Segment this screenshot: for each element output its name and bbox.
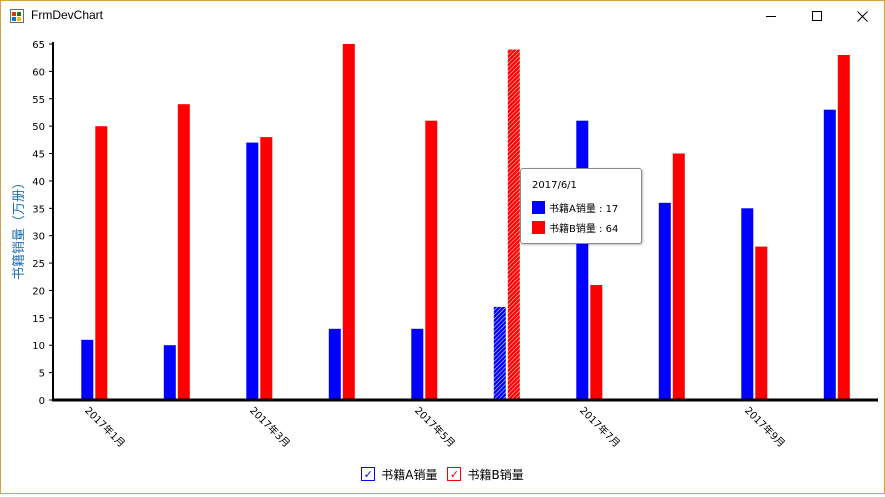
bar-series-a[interactable]: [576, 120, 589, 400]
bar-chart: 书籍销量（万册） 0 5 10 15 20 25 30 35 40 45 50 55 60 65 2017…: [11, 40, 878, 450]
app-icon: [10, 9, 24, 23]
check-icon: ✓: [363, 467, 373, 481]
bar-series-b[interactable]: [507, 49, 520, 401]
y-tick-label: 65: [32, 40, 45, 51]
bar-series-b[interactable]: [755, 246, 768, 400]
tooltip-swatch-b: [532, 221, 545, 234]
y-tick-label: 20: [32, 286, 45, 297]
y-tick-label: 50: [32, 122, 45, 133]
bar-series-a[interactable]: [741, 208, 754, 400]
x-tick-label: 2017年1月: [82, 404, 128, 450]
bar-series-a[interactable]: [411, 328, 424, 400]
bar-series-b[interactable]: [342, 44, 355, 400]
y-tick-label: 0: [39, 396, 45, 407]
legend-label-a: 书籍A销量: [381, 467, 438, 482]
maximize-icon: [811, 10, 822, 21]
legend-item-b[interactable]: ✓ 书籍B销量: [447, 464, 524, 484]
y-tick-label: 15: [32, 314, 45, 325]
bar-series-a[interactable]: [81, 339, 94, 400]
bar-series-a[interactable]: [328, 328, 341, 400]
x-tick-label: 2017年9月: [742, 404, 788, 450]
y-tick-label: 35: [32, 204, 45, 215]
x-tick-label: 2017年5月: [412, 404, 458, 450]
close-icon: [856, 10, 868, 22]
bar-series-a[interactable]: [246, 142, 259, 400]
y-tick-label: 45: [32, 150, 45, 161]
tooltip-row-b: 书籍B销量 : 64: [532, 220, 618, 235]
bar-series-b[interactable]: [95, 126, 108, 400]
bar-series-b[interactable]: [425, 120, 438, 400]
y-tick-label: 10: [32, 341, 45, 352]
bar-series-a[interactable]: [493, 306, 506, 400]
y-tick-label: 25: [32, 259, 45, 270]
y-tick-label: 55: [32, 95, 45, 106]
bar-series-b[interactable]: [260, 137, 273, 400]
bar-series-b[interactable]: [177, 104, 190, 400]
x-tick-label: 2017年3月: [247, 404, 293, 450]
check-icon: ✓: [449, 467, 460, 481]
legend-label-b: 书籍B销量: [467, 467, 524, 482]
tooltip-row-a: 书籍A销量 : 17: [532, 200, 618, 215]
minimize-icon: [765, 15, 776, 17]
y-tick-label: 40: [32, 177, 45, 188]
chart-area: 书籍销量（万册） 0 5 10 15 20 25 30 35 40 45 50 55 60 65 2017…: [1, 31, 884, 493]
title-bar[interactable]: FrmDevChart: [1, 1, 884, 31]
y-tick-label: 30: [32, 232, 45, 243]
bar-series-b[interactable]: [837, 55, 850, 400]
bar-series-b[interactable]: [590, 285, 603, 400]
window-title: FrmDevChart: [31, 8, 104, 22]
legend-checkbox-b[interactable]: ✓: [447, 467, 462, 481]
close-button[interactable]: [839, 1, 885, 31]
maximize-button[interactable]: [794, 1, 840, 31]
data-tooltip: 2017/6/1 书籍A销量 : 17 书籍B销量 : 64: [520, 168, 642, 244]
tooltip-date: 2017/6/1: [532, 180, 577, 191]
tooltip-swatch-a: [532, 201, 545, 214]
y-axis-label: 书籍销量（万册）: [11, 176, 27, 280]
chart-legend: ✓ 书籍A销量 ✓ 书籍B销量: [1, 464, 884, 484]
bar-series-a[interactable]: [658, 202, 671, 400]
bar-series-a[interactable]: [823, 109, 836, 400]
minimize-button[interactable]: [748, 1, 794, 31]
legend-checkbox-a[interactable]: ✓: [361, 467, 376, 481]
bar-series-b[interactable]: [672, 153, 685, 401]
y-tick-label: 60: [32, 67, 45, 78]
bar-series-a[interactable]: [163, 345, 176, 400]
tooltip-value-a: 书籍A销量 : 17: [549, 204, 619, 215]
x-tick-label: 2017年7月: [577, 404, 623, 450]
y-tick-label: 5: [39, 369, 45, 380]
legend-item-a[interactable]: ✓ 书籍A销量: [361, 464, 437, 484]
tooltip-value-b: 书籍B销量 : 64: [549, 224, 619, 235]
